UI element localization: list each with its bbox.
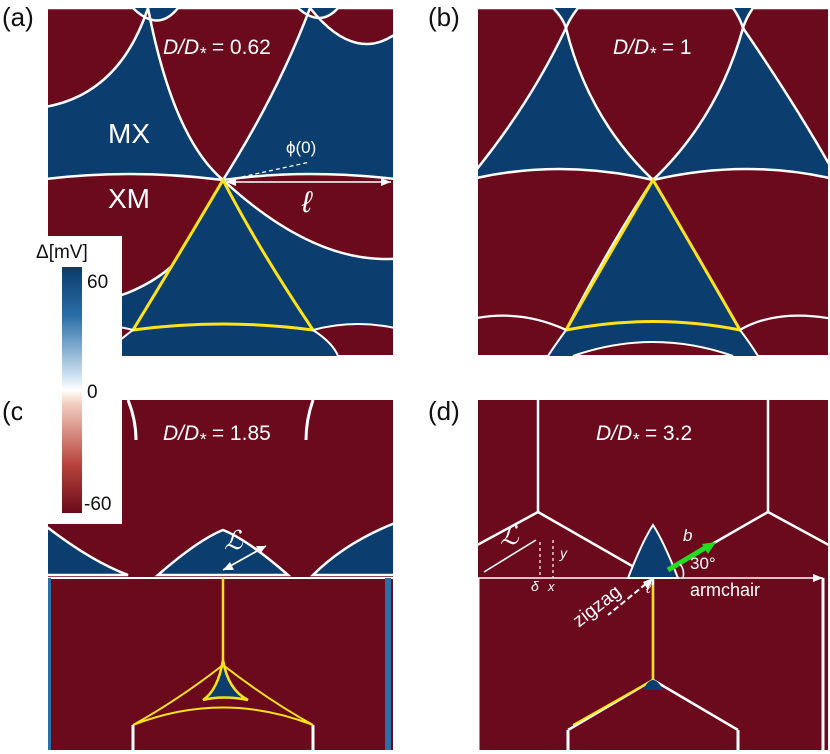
colorbar: Δ[mV] 60 0 -60	[22, 236, 122, 524]
panel-label-d: (d)	[428, 396, 460, 426]
ell-small-label: ℓ	[646, 580, 651, 597]
armchair-label: armchair	[690, 580, 761, 600]
colorbar-tick-min: -60	[84, 494, 112, 515]
panel-a: D/D* = 0.62 MX XM ϕ(0) ℓ	[48, 8, 393, 356]
panel-b-map	[478, 8, 828, 356]
b-label: b	[683, 526, 693, 545]
script-l-label-c: ℒ	[224, 525, 243, 555]
ratio-label-b: D/D* = 1	[613, 36, 692, 64]
phi-label: ϕ(0)	[286, 138, 317, 157]
xm-label: XM	[108, 183, 150, 214]
panel-label-b: (b)	[428, 2, 460, 32]
delta-label: δ	[531, 578, 539, 594]
panel-c: D/D* = 1.85 ℒ	[48, 400, 393, 750]
colorbar-tick-zero: 0	[87, 382, 98, 403]
ratio-label-a: D/D* = 0.62	[163, 36, 271, 64]
panel-b: D/D* = 1	[478, 8, 828, 356]
script-l-label-d: ℒ	[500, 520, 519, 550]
ell-label: ℓ	[302, 186, 312, 219]
b-vector-arrow	[666, 542, 712, 573]
panel-d: D/D* = 3.2 ℒ b y x δ 0 zigzag ℓ 30° armc…	[478, 400, 828, 750]
y-label: y	[560, 545, 567, 561]
panel-c-map	[48, 400, 393, 750]
colorbar-gradient	[62, 267, 82, 513]
ratio-label-d: D/D* = 3.2	[596, 422, 693, 450]
mx-label: MX	[108, 118, 150, 149]
panel-label-a: (a)	[2, 2, 34, 32]
ratio-label-c: D/D* = 1.85	[163, 422, 271, 450]
angle-label: 30°	[690, 554, 716, 573]
colorbar-title: Δ[mV]	[36, 242, 88, 263]
panel-d-map	[478, 400, 828, 750]
x-label: x	[548, 579, 555, 594]
colorbar-tick-max: 60	[87, 272, 109, 293]
